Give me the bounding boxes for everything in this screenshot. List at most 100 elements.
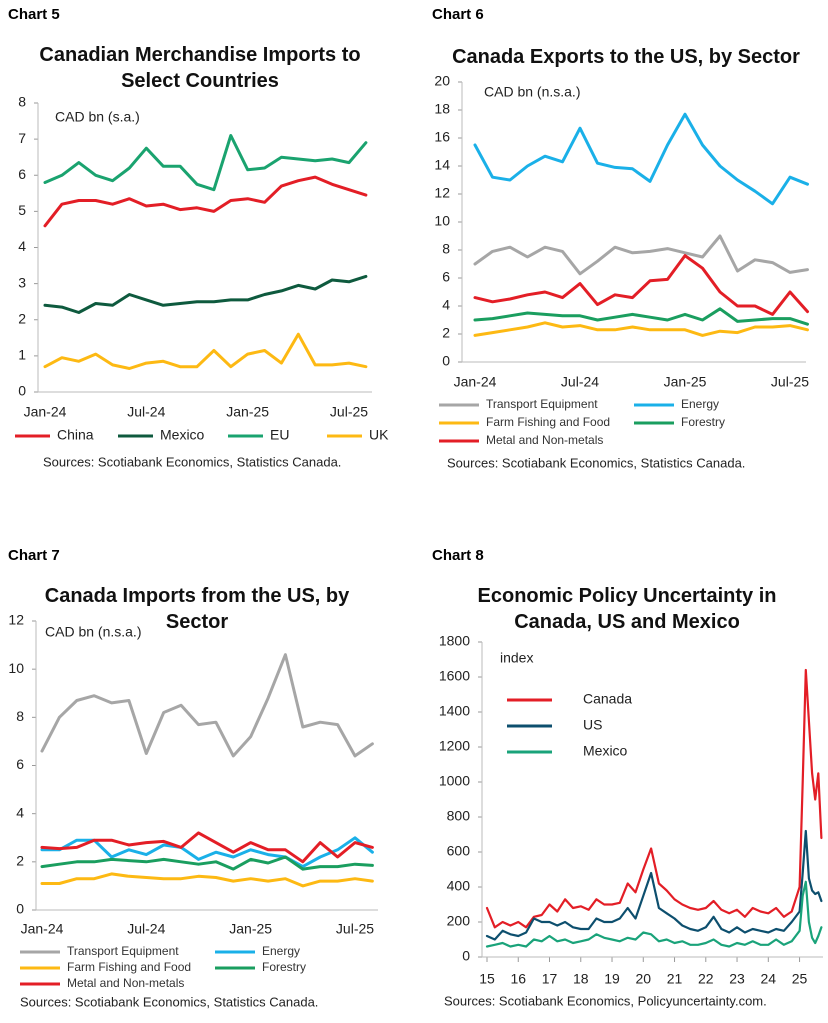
legend-label: Metal and Non-metals (486, 433, 603, 447)
series-line (40, 653, 374, 758)
series-line (473, 254, 809, 316)
legend-label: Mexico (583, 743, 628, 759)
y-tick-label: 8 (442, 241, 450, 257)
series-line (43, 332, 368, 370)
chart-panel: Jan-24 Jul-24 Jan-25 Jul-25 0 2 4 6 8 10 12 14 16 18 2… (414, 0, 828, 500)
series-line (43, 274, 368, 314)
legend-label: EU (270, 427, 289, 443)
chart: Jan-24 Jul-24 Jan-25 Jul-25 0 2 4 6 8 10 12 CAD bn … (8, 612, 378, 1009)
chart-title: Canada Imports from the US, by Sector (44, 585, 350, 633)
x-tick-label: Jan-24 (24, 404, 67, 420)
chart-label: Chart 7 (8, 547, 60, 564)
legend-label: Transport Equipment (67, 944, 179, 958)
series-line (473, 112, 809, 206)
x-tick-label: 18 (573, 971, 589, 987)
chart: 15 16 17 18 19 20 21 22 23 24 25 0 200 400 600 800 1000 1… (439, 633, 823, 1008)
source-note: Sources: Scotiabank Economics, Policyunc… (444, 993, 767, 1008)
series-line (485, 880, 823, 948)
chart-panel: 15 16 17 18 19 20 21 22 23 24 25 0 200 400 600 800 1000 1… (414, 545, 828, 1023)
y-tick-label: 4 (16, 804, 24, 820)
x-tick-label: 15 (479, 971, 495, 987)
legend-label: Transport Equipment (486, 397, 598, 411)
x-tick-label: Jul-25 (336, 921, 374, 937)
y-tick-label: 6 (18, 166, 26, 182)
y-tick-label: 1400 (439, 703, 470, 719)
source-note: Sources: Scotiabank Economics, Statistic… (447, 455, 745, 470)
series-line (473, 234, 809, 276)
x-tick-label: 24 (761, 971, 777, 987)
y-tick-label: 4 (442, 297, 450, 313)
y-tick-label: 8 (16, 708, 24, 724)
y-tick-label: 1000 (439, 773, 470, 789)
legend-label: Forestry (262, 960, 306, 974)
y-tick-label: 6 (16, 756, 24, 772)
chart-panel: Jan-24 Jul-24 Jan-25 Jul-25 0 2 4 6 8 10 12 CAD bn … (0, 545, 414, 1023)
chart: Jan-24 Jul-24 Jan-25 Jul-25 0 1 2 3 4 5 6 7 8 CAD bn … (15, 94, 389, 469)
x-tick-label: Jul-25 (771, 374, 809, 390)
chart-panel: Jan-24 Jul-24 Jan-25 Jul-25 0 1 2 3 4 5 6 7 8 CAD bn … (0, 0, 414, 500)
series-line (40, 836, 374, 869)
x-tick-label: 25 (792, 971, 808, 987)
series-line (43, 175, 368, 228)
y-tick-label: 12 (434, 185, 450, 201)
chart-title: Economic Policy Uncertainty in Canada, U… (477, 585, 777, 633)
x-tick-label: Jan-25 (664, 374, 707, 390)
series-line (473, 321, 809, 337)
series-line (485, 829, 823, 941)
unit-label: CAD bn (n.s.a.) (45, 624, 141, 640)
x-tick-label: Jul-24 (561, 374, 599, 390)
legend-label: US (583, 717, 602, 733)
y-tick-label: 0 (18, 383, 26, 399)
legend-label: UK (369, 427, 389, 443)
legend-label: China (57, 427, 94, 443)
legend-label: Metal and Non-metals (67, 976, 184, 990)
series-line (40, 872, 374, 888)
x-tick-label: 19 (604, 971, 620, 987)
y-tick-label: 600 (447, 843, 471, 859)
x-tick-label: Jan-25 (226, 404, 269, 420)
chart-label: Chart 8 (432, 547, 484, 564)
series-line (485, 668, 823, 929)
chart-title: Canadian Merchandise Imports to Select C… (39, 44, 361, 92)
chart-label: Chart 5 (8, 6, 60, 23)
y-tick-label: 10 (8, 660, 24, 676)
y-tick-label: 1 (18, 347, 26, 363)
x-tick-label: 22 (698, 971, 714, 987)
legend-label: Energy (681, 397, 719, 411)
chart: Jan-24 Jul-24 Jan-25 Jul-25 0 2 4 6 8 10 12 14 16 18 2… (434, 73, 809, 471)
y-tick-label: 800 (447, 808, 471, 824)
y-tick-label: 2 (442, 325, 450, 341)
x-tick-label: 23 (729, 971, 745, 987)
y-tick-label: 2 (16, 853, 24, 869)
y-tick-label: 3 (18, 274, 26, 290)
source-note: Sources: Scotiabank Economics, Statistic… (20, 994, 318, 1009)
x-tick-label: Jan-24 (21, 921, 64, 937)
legend-label: Farm Fishing and Food (67, 960, 191, 974)
x-tick-label: Jan-24 (454, 374, 497, 390)
x-tick-label: Jul-24 (127, 921, 165, 937)
y-tick-label: 16 (434, 129, 450, 145)
x-tick-label: 21 (667, 971, 683, 987)
legend-label: Canada (583, 691, 632, 707)
legend-label: Farm Fishing and Food (486, 415, 610, 429)
x-tick-label: 20 (635, 971, 651, 987)
y-tick-label: 200 (447, 913, 471, 929)
y-tick-label: 0 (462, 948, 470, 964)
y-tick-label: 14 (434, 157, 450, 173)
y-tick-label: 1800 (439, 633, 470, 649)
y-tick-label: 12 (8, 612, 24, 628)
y-tick-label: 4 (18, 238, 26, 254)
legend-label: Mexico (160, 427, 205, 443)
x-tick-label: Jan-25 (229, 921, 272, 937)
series-line (40, 831, 374, 864)
y-tick-label: 18 (434, 101, 450, 117)
x-tick-label: Jul-24 (127, 404, 165, 420)
source-note: Sources: Scotiabank Economics, Statistic… (43, 454, 341, 469)
y-tick-label: 0 (442, 353, 450, 369)
y-tick-label: 20 (434, 73, 450, 89)
y-tick-label: 8 (18, 94, 26, 110)
series-line (40, 855, 374, 871)
y-tick-label: 5 (18, 202, 26, 218)
legend-label: Forestry (681, 415, 725, 429)
